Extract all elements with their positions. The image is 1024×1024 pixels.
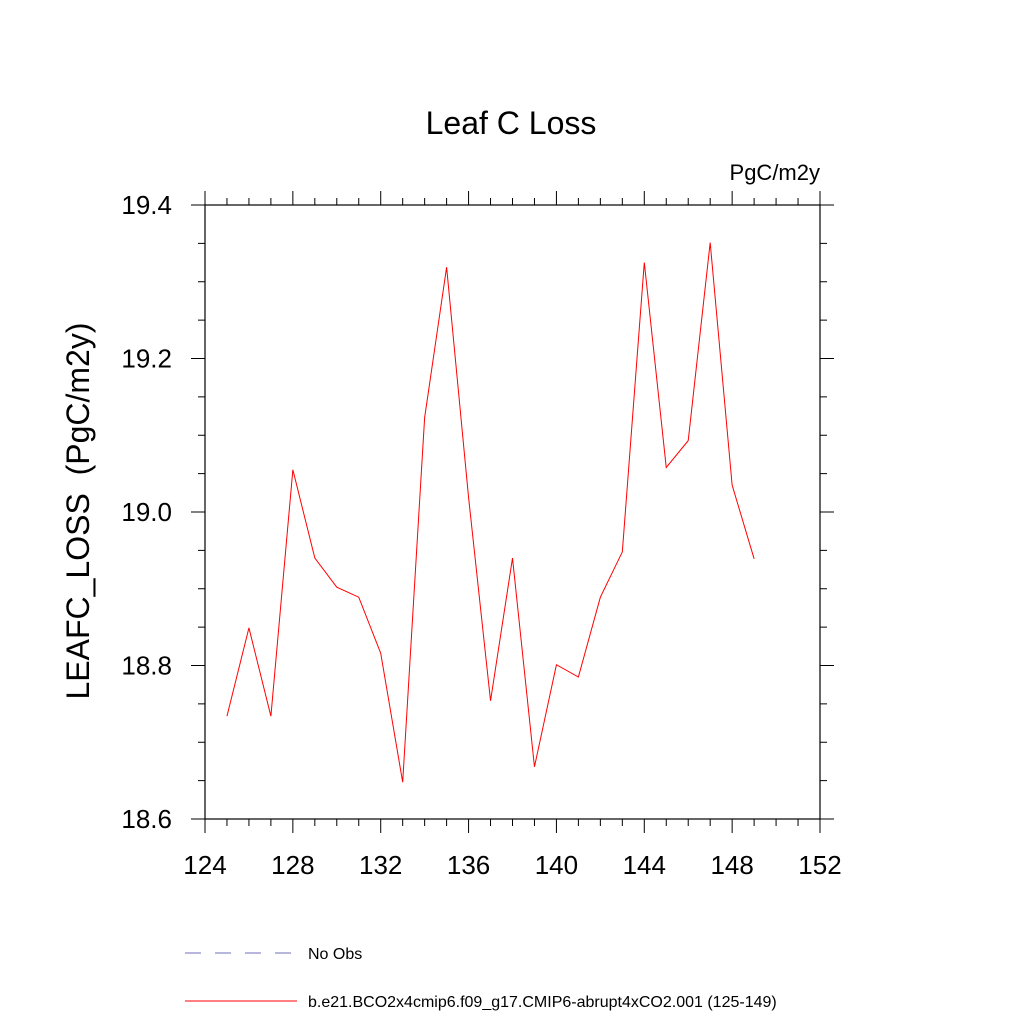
- y-axis-label: LEAFC_LOSS (PgC/m2y): [60, 323, 96, 700]
- x-tick-label: 128: [271, 850, 314, 880]
- chart-title: Leaf C Loss: [426, 105, 597, 141]
- plot-frame: [204, 204, 821, 820]
- y-tick-label: 19.0: [121, 497, 172, 527]
- y-tick-label: 19.4: [121, 190, 172, 220]
- units-label: PgC/m2y: [730, 160, 820, 185]
- series-line: [226, 242, 755, 783]
- x-tick-label: 124: [183, 850, 226, 880]
- x-tick-label: 136: [447, 850, 490, 880]
- x-tick-label: 140: [535, 850, 578, 880]
- x-tick-labels: 124 128 132 136 140 144 148 152: [183, 850, 841, 880]
- legend: No Obs b.e21.BCO2x4cmip6.f09_g17.CMIP6-a…: [185, 946, 777, 1011]
- x-tick-label: 132: [359, 850, 402, 880]
- axis-ticks: [191, 191, 834, 833]
- x-tick-label: 148: [710, 850, 753, 880]
- legend-series-label: b.e21.BCO2x4cmip6.f09_g17.CMIP6-abrupt4x…: [308, 994, 777, 1011]
- legend-no-obs-label: No Obs: [308, 946, 362, 963]
- y-tick-label: 18.6: [121, 804, 172, 834]
- x-tick-label: 144: [623, 850, 666, 880]
- y-tick-label: 19.2: [121, 344, 172, 374]
- x-tick-label: 152: [798, 850, 841, 880]
- series-group: [226, 242, 755, 783]
- y-tick-labels: 18.6 18.8 19.0 19.2 19.4: [121, 190, 172, 834]
- y-tick-label: 18.8: [121, 651, 172, 681]
